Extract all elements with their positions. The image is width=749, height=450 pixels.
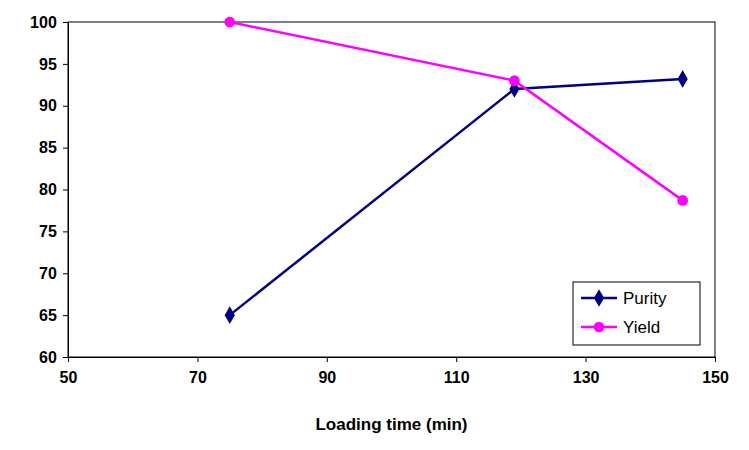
tick-mark <box>586 357 587 362</box>
tick: 80 <box>39 181 68 198</box>
tick: 90 <box>39 97 68 114</box>
tick-label: 95 <box>39 55 57 72</box>
tick-mark <box>63 148 68 149</box>
tick-mark <box>63 64 68 65</box>
tick: 95 <box>39 55 68 72</box>
legend: Purity Yield <box>573 282 700 345</box>
tick-label: 70 <box>189 369 207 386</box>
chart: 50 70 90 110 130 150 60 65 70 75 80 85 90 95 100 Loadin… <box>0 0 749 450</box>
tick: 150 <box>702 357 729 386</box>
tick-label: 100 <box>30 14 57 31</box>
tick: 60 <box>39 349 68 366</box>
tick: 50 <box>60 357 78 386</box>
tick-mark <box>63 231 68 232</box>
marker <box>677 195 688 206</box>
legend-marker <box>594 289 604 307</box>
tick-label: 70 <box>39 265 57 282</box>
tick: 130 <box>573 357 600 386</box>
marker <box>678 70 688 88</box>
tick: 70 <box>39 265 68 282</box>
tick-mark <box>63 190 68 191</box>
series-group <box>224 17 688 324</box>
tick-label: 80 <box>39 181 57 198</box>
tick-label: 90 <box>39 97 57 114</box>
tick-mark <box>456 357 457 362</box>
tick-label: 50 <box>60 369 78 386</box>
y-axis: 60 65 70 75 80 85 90 95 100 <box>30 14 68 366</box>
tick-mark <box>197 357 198 362</box>
tick-mark <box>63 315 68 316</box>
marker <box>225 306 235 324</box>
tick-label: 130 <box>573 369 600 386</box>
marker <box>224 17 235 28</box>
legend-label: Yield <box>623 318 660 337</box>
tick: 100 <box>30 14 68 31</box>
tick-mark <box>63 357 68 358</box>
x-axis: 50 70 90 110 130 150 <box>60 357 729 386</box>
tick-mark <box>715 357 716 362</box>
axis-line <box>63 23 69 358</box>
tick: 110 <box>444 357 470 386</box>
axis-line <box>69 358 716 363</box>
tick-label: 110 <box>444 369 470 386</box>
tick-mark <box>327 357 328 362</box>
tick-mark <box>63 22 68 23</box>
tick: 65 <box>39 307 68 324</box>
plot-area: 50 70 90 110 130 150 60 65 70 75 80 85 90 95 100 <box>30 14 729 386</box>
series-line <box>230 22 683 200</box>
tick: 70 <box>189 357 207 386</box>
legend-box <box>573 282 700 345</box>
tick-mark <box>63 273 68 274</box>
tick-label: 60 <box>39 349 57 366</box>
legend-marker <box>594 322 605 333</box>
tick: 85 <box>39 139 68 156</box>
tick-mark <box>63 106 68 107</box>
tick: 90 <box>318 357 336 386</box>
legend-label: Purity <box>623 289 667 308</box>
tick-label: 75 <box>39 223 57 240</box>
tick: 75 <box>39 223 68 240</box>
series-line <box>230 79 683 315</box>
tick-label: 150 <box>702 369 729 386</box>
tick-label: 85 <box>39 139 57 156</box>
plot-frame <box>68 22 715 357</box>
marker <box>509 75 520 86</box>
tick-label: 90 <box>318 369 336 386</box>
x-axis-title: Loading time (min) <box>315 415 467 434</box>
tick-label: 65 <box>39 307 57 324</box>
